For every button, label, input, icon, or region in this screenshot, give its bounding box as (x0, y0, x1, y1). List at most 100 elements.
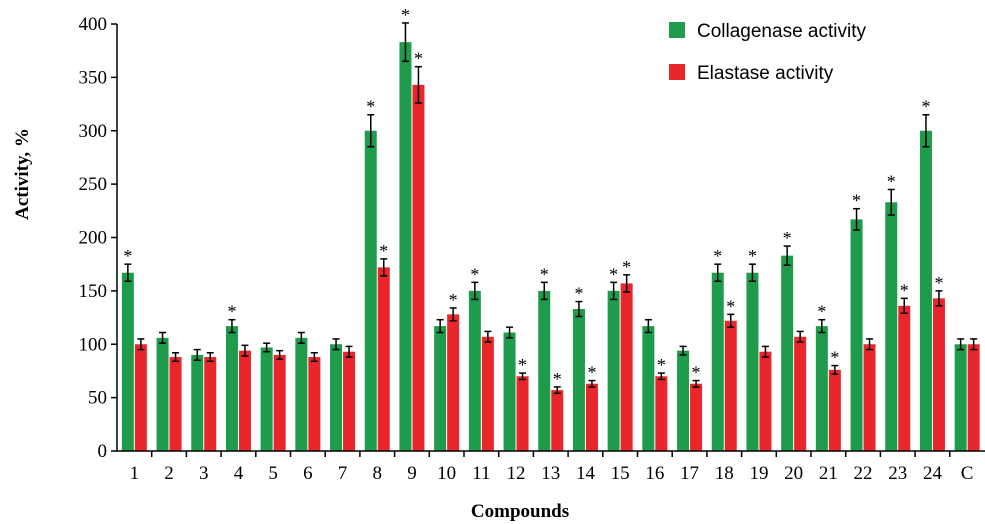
x-axis-title: Compounds (471, 501, 569, 522)
bar-elastase (273, 354, 286, 451)
bar-collagenase (607, 290, 620, 451)
x-tick-label: 19 (749, 463, 768, 484)
bar-elastase (759, 351, 772, 451)
bar-collagenase (538, 290, 551, 451)
significance-marker: * (783, 228, 792, 248)
bar-collagenase (954, 344, 967, 451)
bar-elastase (585, 383, 598, 451)
significance-marker: * (830, 348, 839, 368)
legend-label-collagenase: Collagenase activity (697, 21, 866, 42)
x-tick-label: 4 (234, 463, 244, 484)
legend: Collagenase activity Elastase activity (669, 21, 866, 84)
significance-marker: * (921, 97, 930, 117)
bar-collagenase (260, 347, 273, 451)
significance-marker: * (540, 264, 549, 284)
y-tick-label: 150 (79, 281, 108, 302)
bar-collagenase (711, 272, 724, 451)
x-tick-label: 21 (819, 463, 838, 484)
legend-swatch-collagenase (669, 22, 685, 38)
x-tick-label: 5 (268, 463, 278, 484)
bar-elastase (690, 383, 703, 451)
bar-collagenase (746, 272, 759, 451)
legend-label-elastase: Elastase activity (697, 63, 834, 84)
significance-marker: * (609, 264, 618, 284)
x-tick-label: 7 (338, 463, 348, 484)
y-tick-label: 250 (79, 174, 108, 195)
significance-marker: * (587, 363, 596, 383)
plot-area: ************** ** ************ (121, 5, 980, 452)
bar-collagenase (850, 219, 863, 451)
bar-elastase (516, 376, 529, 451)
bar-collagenase (815, 326, 828, 451)
significance-marker: * (852, 191, 861, 211)
significance-marker: * (227, 302, 236, 322)
x-tick-label: 11 (472, 463, 490, 484)
significance-marker: * (657, 355, 666, 375)
x-tick-label: 23 (888, 463, 907, 484)
x-tick-label: 16 (645, 463, 664, 484)
bar-collagenase (156, 337, 169, 451)
bar-elastase (967, 344, 980, 451)
x-tick-label: 14 (576, 463, 596, 484)
bar-collagenase (399, 42, 412, 452)
bar-collagenase (121, 272, 134, 451)
bar-elastase (481, 336, 494, 451)
significance-marker: * (449, 290, 458, 310)
bar-collagenase (642, 326, 655, 451)
bar-elastase (655, 376, 668, 451)
x-tick-label: 15 (611, 463, 630, 484)
bar-collagenase (781, 255, 794, 451)
x-tick-label: 18 (715, 463, 734, 484)
bar-elastase (724, 320, 737, 451)
bar-collagenase (225, 326, 238, 451)
y-axis-title: Activity, % (12, 128, 33, 220)
y-tick-label: 100 (79, 334, 108, 355)
significance-marker: * (622, 257, 631, 277)
bar-elastase (932, 298, 945, 451)
x-tick-label: 2 (164, 463, 174, 484)
significance-marker: * (748, 246, 757, 266)
bar-collagenase (572, 309, 585, 451)
bar-elastase (204, 357, 217, 451)
y-tick-label: 400 (79, 14, 108, 35)
x-tick-label: 1 (130, 463, 140, 484)
significance-marker: * (934, 273, 943, 293)
bar-collagenase (468, 290, 481, 451)
significance-marker: * (366, 97, 375, 117)
significance-marker: * (887, 171, 896, 191)
significance-marker: * (123, 246, 132, 266)
bar-collagenase (677, 350, 690, 451)
x-tick-label: 20 (784, 463, 803, 484)
bar-collagenase (434, 326, 447, 451)
y-tick-label: 50 (88, 388, 107, 409)
bar-elastase (412, 84, 425, 451)
x-tick-label: 24 (923, 463, 943, 484)
significance-marker: * (379, 241, 388, 261)
bar-collagenase (364, 130, 377, 451)
significance-marker: * (414, 49, 423, 69)
significance-marker: * (518, 355, 527, 375)
bar-collagenase (919, 130, 932, 451)
significance-marker: * (713, 246, 722, 266)
x-tick-label: 22 (854, 463, 873, 484)
bar-elastase (169, 357, 182, 451)
bar-elastase (620, 283, 633, 451)
bar-elastase (794, 336, 807, 451)
bar-elastase (863, 344, 876, 451)
x-tick-label: 12 (507, 463, 526, 484)
significance-marker: * (817, 302, 826, 322)
x-tick-label: 8 (373, 463, 383, 484)
x-tick-label: 13 (541, 463, 560, 484)
x-tick-label: C (961, 463, 974, 484)
significance-marker: * (401, 5, 410, 25)
significance-marker: * (900, 280, 909, 300)
bar-elastase (238, 350, 251, 451)
significance-marker: * (470, 264, 479, 284)
x-tick-label: 3 (199, 463, 209, 484)
significance-marker: * (553, 369, 562, 389)
bar-elastase (551, 390, 564, 451)
bar-collagenase (295, 337, 308, 451)
bar-elastase (377, 267, 390, 451)
